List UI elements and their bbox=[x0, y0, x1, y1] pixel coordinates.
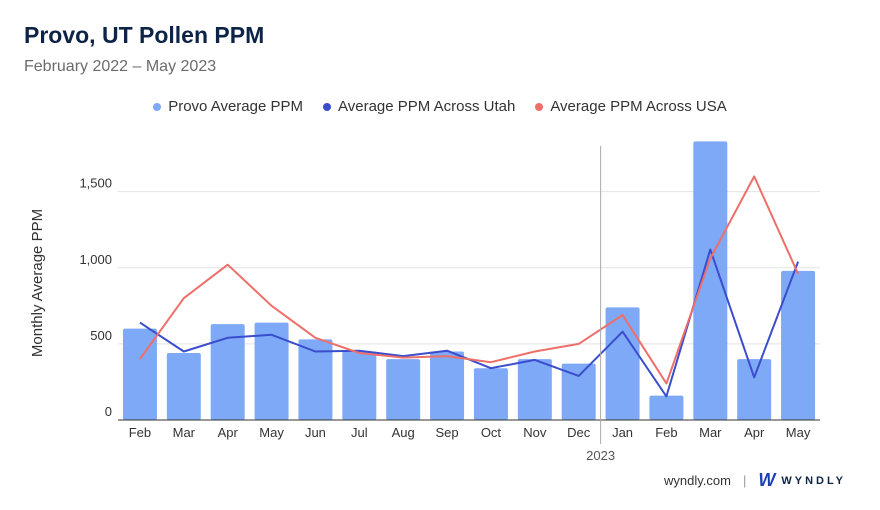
bar-provo bbox=[386, 359, 421, 420]
x-tick-label: Aug bbox=[392, 425, 415, 440]
chart-footer: wyndly.com | W WYNDLY bbox=[664, 470, 846, 491]
x-tick-label: Sep bbox=[435, 425, 458, 440]
chart-legend: Provo Average PPM Average PPM Across Uta… bbox=[0, 98, 880, 115]
x-tick-label: May bbox=[259, 425, 284, 440]
legend-label-utah: Average PPM Across Utah bbox=[338, 98, 516, 115]
bar-provo bbox=[517, 359, 552, 420]
brand-logo: W WYNDLY bbox=[758, 470, 846, 491]
bar-provo bbox=[693, 141, 728, 420]
y-tick-label: 500 bbox=[90, 328, 112, 343]
x-tick-label: May bbox=[786, 425, 811, 440]
legend-label-provo: Provo Average PPM bbox=[168, 98, 303, 115]
bar-provo bbox=[737, 359, 772, 420]
x-tick-label: Apr bbox=[744, 425, 765, 440]
legend-swatch-provo bbox=[153, 102, 162, 111]
bar-provo bbox=[122, 328, 157, 420]
legend-item-usa: Average PPM Across USA bbox=[535, 98, 727, 115]
x-tick-label: Feb bbox=[129, 425, 151, 440]
chart-subtitle: February 2022 – May 2023 bbox=[24, 58, 217, 75]
x-tick-label: Apr bbox=[218, 425, 239, 440]
bar-provo bbox=[254, 322, 289, 420]
y-tick-label: 1,000 bbox=[79, 252, 112, 267]
footer-separator: | bbox=[742, 473, 747, 488]
bar-provo bbox=[781, 270, 816, 420]
y-tick-label: 0 bbox=[105, 404, 112, 419]
x-tick-label: Jun bbox=[305, 425, 326, 440]
bar-provo bbox=[561, 363, 596, 420]
legend-item-provo: Provo Average PPM bbox=[153, 98, 303, 115]
bar-provo bbox=[298, 339, 333, 420]
chart-title: Provo, UT Pollen PPM bbox=[24, 22, 265, 48]
x-tick-label: Mar bbox=[173, 425, 196, 440]
x-tick-label: Oct bbox=[481, 425, 502, 440]
bar-provo bbox=[342, 351, 377, 420]
bar-provo bbox=[473, 368, 508, 420]
x-tick-label: Nov bbox=[523, 425, 547, 440]
bar-provo bbox=[605, 307, 640, 420]
x-tick-label: Jan bbox=[612, 425, 633, 440]
line-usa bbox=[139, 175, 800, 385]
legend-swatch-usa bbox=[535, 102, 544, 111]
y-axis-label: Monthly Average PPM bbox=[29, 209, 46, 357]
bar-provo bbox=[210, 324, 245, 420]
legend-swatch-utah bbox=[323, 102, 331, 111]
bar-provo bbox=[430, 351, 465, 420]
brand-name: WYNDLY bbox=[781, 474, 846, 487]
footer-site: wyndly.com bbox=[664, 473, 731, 488]
x-tick-label: Jul bbox=[351, 425, 368, 440]
brand-mark-icon: W bbox=[758, 470, 776, 490]
y-tick-label: 1,500 bbox=[79, 176, 112, 191]
bar-provo bbox=[166, 353, 201, 420]
x-tick-label: Dec bbox=[567, 425, 591, 440]
bar-provo bbox=[649, 395, 684, 420]
x-tick-label: Feb bbox=[655, 425, 677, 440]
x-tick-label: Mar bbox=[699, 425, 722, 440]
year-label: 2023 bbox=[586, 448, 615, 463]
legend-item-utah: Average PPM Across Utah bbox=[323, 98, 515, 115]
legend-label-usa: Average PPM Across USA bbox=[550, 98, 727, 115]
